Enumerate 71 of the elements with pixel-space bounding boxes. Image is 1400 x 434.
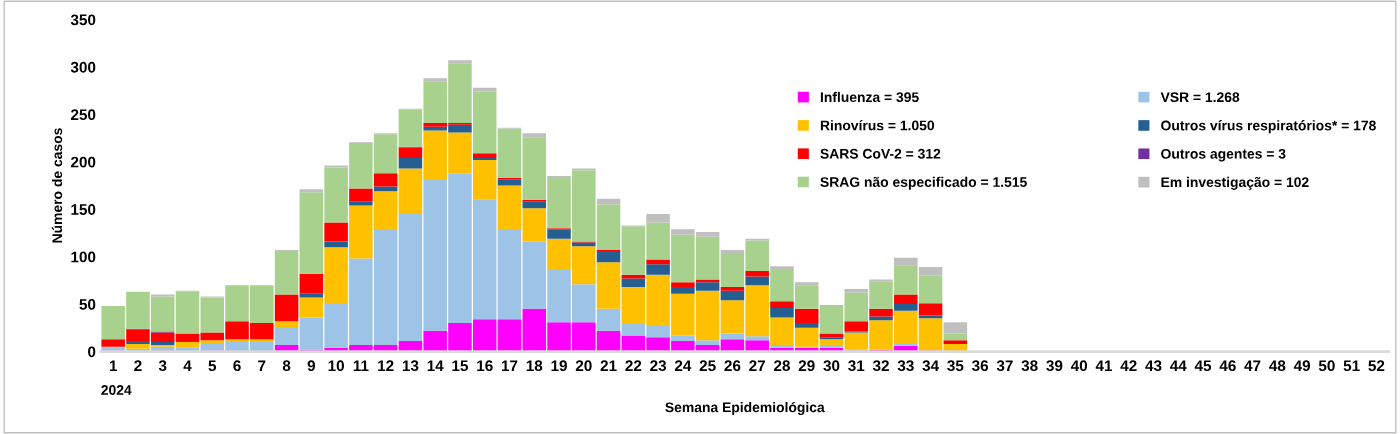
x-tick-label: 36 <box>971 360 989 372</box>
y-tick-label: 50 <box>79 298 96 310</box>
x-tick-label: 17 <box>501 360 518 371</box>
y-axis-title: Número de casos <box>51 128 63 243</box>
x-tick-label: 42 <box>1120 360 1137 371</box>
x-tick-label: 30 <box>823 360 840 372</box>
x-tick-label: 1 <box>109 360 118 371</box>
x-tick-label: 11 <box>353 360 369 371</box>
x-tick-label: 10 <box>328 360 344 372</box>
x-tick-label: 5 <box>208 360 217 372</box>
x-tick-label: 28 <box>773 360 790 372</box>
x-tick-label: 51 <box>1343 360 1360 372</box>
x-tick-label: 29 <box>798 360 815 372</box>
x-tick-label: 7 <box>258 360 266 371</box>
y-tick-label: 200 <box>70 156 96 168</box>
text: 2024 <box>101 385 132 395</box>
x-tick-label: 16 <box>477 360 493 372</box>
x-tick-label: 34 <box>922 360 939 372</box>
x-tick-label: 44 <box>1170 360 1187 371</box>
x-tick-label: 52 <box>1368 360 1385 372</box>
legend-label: Outros agentes = 3 <box>1161 148 1286 162</box>
x-tick-label: 26 <box>724 360 741 372</box>
y-tick-label: 350 <box>70 14 96 26</box>
legend-label: Influenza = 395 <box>820 91 919 103</box>
x-tick-label: 3 <box>158 360 167 372</box>
x-tick-label: 45 <box>1194 360 1212 372</box>
x-tick-label: 20 <box>575 360 592 372</box>
x-tick-label: 12 <box>378 360 394 371</box>
x-tick-label: 9 <box>307 360 316 372</box>
x-tick-label: 14 <box>427 360 444 371</box>
x-tick-label: 21 <box>600 360 617 371</box>
x-tick-label: 31 <box>848 360 865 372</box>
y-tick-label: 100 <box>71 251 96 263</box>
x-tick-label: 33 <box>897 360 914 372</box>
x-tick-label: 27 <box>749 360 766 371</box>
y-tick-label: 250 <box>70 109 96 121</box>
x-tick-label: 22 <box>625 360 642 371</box>
x-tick-label: 50 <box>1318 360 1335 372</box>
legend-label: Outros vírus respiratórios* = 178 <box>1161 120 1376 134</box>
x-tick-label: 39 <box>1046 360 1063 372</box>
x-tick-label: 35 <box>947 360 964 372</box>
x-tick-label: 24 <box>674 360 692 371</box>
legend-label: SARS CoV-2 = 312 <box>820 148 941 159</box>
x-axis-title: Semana Epidemiológica <box>665 401 825 416</box>
legend-label: VSR = 1.268 <box>1160 92 1240 103</box>
x-tick-label: 2 <box>134 360 142 371</box>
x-tick-label: 41 <box>1095 360 1113 371</box>
x-tick-label: 32 <box>872 360 889 372</box>
x-tick-label: 40 <box>1070 360 1088 372</box>
x-tick-label: 25 <box>699 360 716 372</box>
x-tick-label: 18 <box>526 360 543 372</box>
x-tick-label: 43 <box>1145 360 1162 372</box>
x-tick-label: 38 <box>1021 360 1038 372</box>
legend-label: Em investigação = 102 <box>1161 176 1309 190</box>
y-tick-label: 0 <box>88 346 96 358</box>
x-tick-label: 48 <box>1269 360 1286 372</box>
x-tick-label: 8 <box>282 360 291 372</box>
x-tick-label: 49 <box>1293 360 1311 372</box>
x-tick-label: 13 <box>402 360 419 372</box>
x-tick-label: 6 <box>233 360 241 372</box>
x-tick-label: 4 <box>183 360 192 371</box>
x-tick-label: 47 <box>1244 360 1261 371</box>
y-tick-label: 150 <box>71 204 96 215</box>
legend-label: SRAG não especificado = 1.515 <box>820 176 1027 190</box>
x-tick-label: 37 <box>996 360 1013 372</box>
y-tick-label: 300 <box>70 61 96 73</box>
x-tick-label: 19 <box>551 360 567 372</box>
x-tick-label: 46 <box>1219 360 1236 372</box>
legend-label: Rinovírus = 1.050 <box>820 120 935 131</box>
x-tick-label: 15 <box>452 360 469 372</box>
x-tick-label: 23 <box>650 360 667 372</box>
